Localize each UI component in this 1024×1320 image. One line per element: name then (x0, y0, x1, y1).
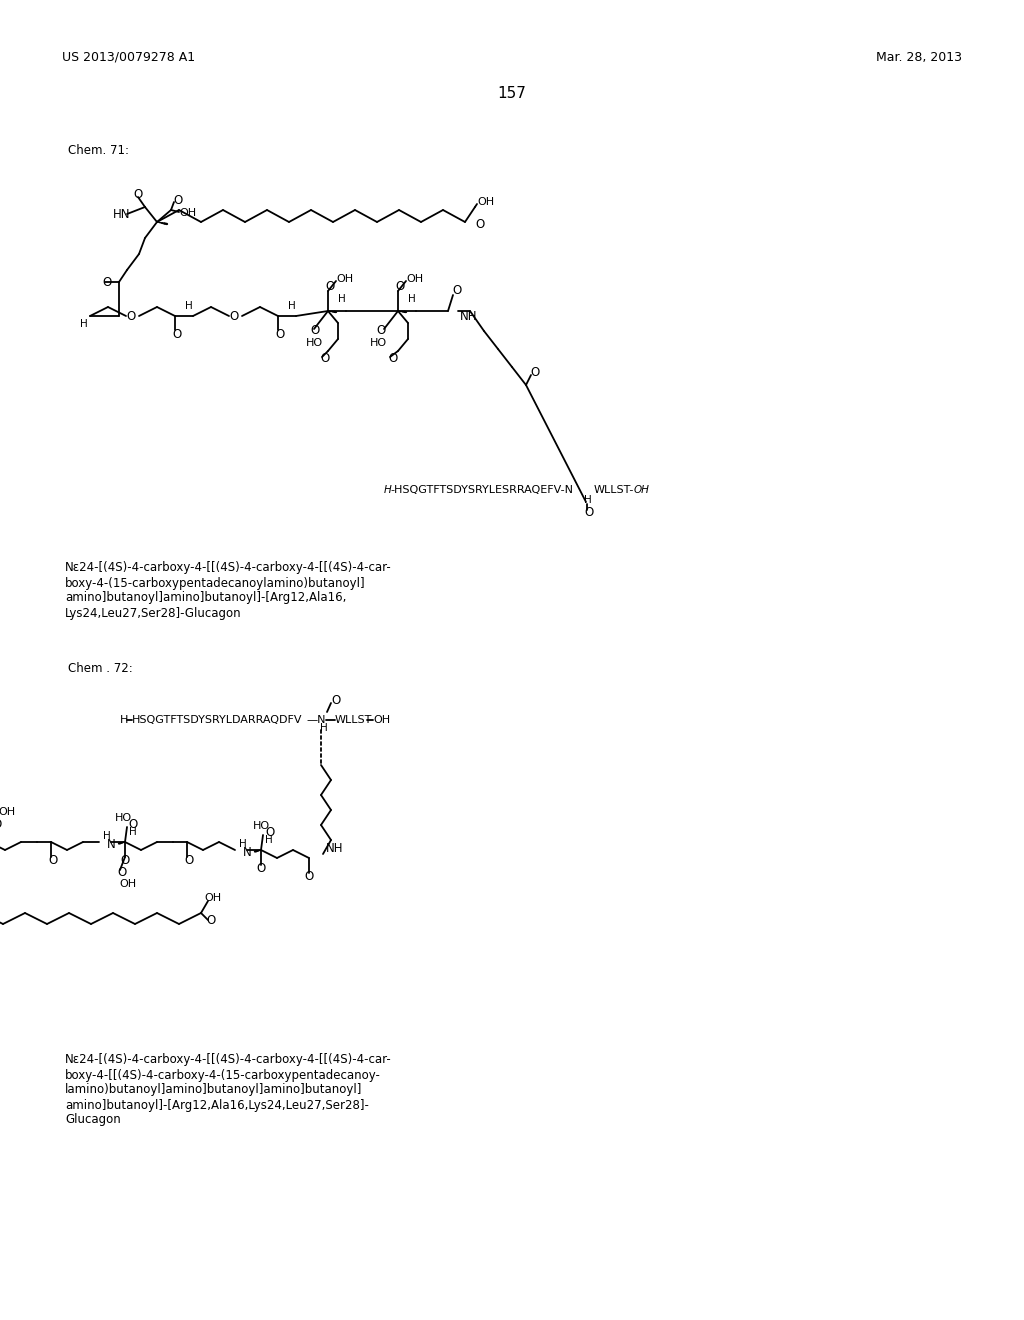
Text: US 2013/0079278 A1: US 2013/0079278 A1 (62, 50, 196, 63)
Text: boxy-4-[[(4S)-4-carboxy-4-(15-carboxypentadecanoy-: boxy-4-[[(4S)-4-carboxy-4-(15-carboxypen… (65, 1068, 381, 1081)
Text: HO: HO (253, 821, 270, 832)
Text: O: O (584, 506, 593, 519)
Text: O: O (376, 325, 385, 338)
Text: Lys24,Leu27,Ser28]-Glucagon: Lys24,Leu27,Ser28]-Glucagon (65, 606, 242, 619)
Text: 157: 157 (498, 86, 526, 100)
Text: HO: HO (306, 338, 324, 348)
Text: O: O (304, 870, 313, 883)
Text: amino]butanoyl]-[Arg12,Ala16,Lys24,Leu27,Ser28]-: amino]butanoyl]-[Arg12,Ala16,Lys24,Leu27… (65, 1098, 369, 1111)
Text: H: H (80, 319, 88, 329)
Text: Glucagon: Glucagon (65, 1114, 121, 1126)
Text: O: O (126, 309, 135, 322)
Text: H: H (288, 301, 296, 312)
Text: O: O (530, 367, 540, 380)
Text: H: H (265, 836, 272, 845)
Text: HSQGTFTSDYSRYLDARRAQDFV: HSQGTFTSDYSRYLDARRAQDFV (132, 715, 302, 725)
Text: Chem . 72:: Chem . 72: (68, 661, 133, 675)
Text: O: O (128, 817, 137, 830)
Text: OH: OH (204, 894, 221, 903)
Text: O: O (229, 309, 239, 322)
Text: H: H (319, 723, 328, 733)
Text: O: O (256, 862, 265, 874)
Text: H: H (584, 495, 592, 506)
Text: N: N (106, 837, 116, 850)
Text: O: O (133, 187, 142, 201)
Text: O: O (48, 854, 57, 866)
Text: amino]butanoyl]amino]butanoyl]-[Arg12,Ala16,: amino]butanoyl]amino]butanoyl]-[Arg12,Al… (65, 591, 346, 605)
Text: O: O (325, 281, 334, 293)
Text: O: O (319, 352, 330, 366)
Text: H: H (239, 840, 247, 849)
Text: O: O (117, 866, 126, 879)
Text: H: H (129, 828, 137, 837)
Text: -HSQGTFTSDYSRYLESRRAQEFV-N: -HSQGTFTSDYSRYLESRRAQEFV-N (390, 484, 573, 495)
Text: O: O (206, 915, 215, 928)
Text: HO: HO (370, 338, 387, 348)
Text: OH: OH (0, 807, 15, 817)
Text: H: H (185, 301, 193, 312)
Text: O: O (452, 285, 461, 297)
Text: O: O (102, 276, 112, 289)
Text: O: O (0, 817, 1, 830)
Text: WLLST: WLLST (335, 715, 373, 725)
Text: O: O (310, 325, 319, 338)
Text: O: O (265, 825, 274, 838)
Text: O: O (184, 854, 194, 866)
Text: H: H (103, 832, 111, 841)
Text: WLLST-: WLLST- (594, 484, 635, 495)
Text: OH: OH (373, 715, 390, 725)
Text: O: O (120, 854, 129, 866)
Text: O: O (172, 327, 181, 341)
Text: NH: NH (326, 842, 343, 854)
Text: OH: OH (119, 879, 136, 888)
Text: H: H (408, 294, 416, 304)
Text: OH: OH (336, 275, 353, 284)
Text: Mar. 28, 2013: Mar. 28, 2013 (876, 50, 962, 63)
Text: OH: OH (634, 484, 650, 495)
Text: HN: HN (113, 207, 130, 220)
Text: O: O (173, 194, 182, 206)
Text: HO: HO (115, 813, 132, 822)
Text: Chem. 71:: Chem. 71: (68, 144, 129, 157)
Text: H: H (120, 715, 128, 725)
Text: —N: —N (306, 715, 326, 725)
Text: H: H (338, 294, 346, 304)
Text: O: O (331, 693, 340, 706)
Text: OH: OH (477, 197, 495, 207)
Text: OH: OH (179, 209, 197, 218)
Text: Nε24-[(4S)-4-carboxy-4-[[(4S)-4-carboxy-4-[[(4S)-4-car-: Nε24-[(4S)-4-carboxy-4-[[(4S)-4-carboxy-… (65, 1053, 392, 1067)
Text: H: H (384, 484, 392, 495)
Text: O: O (275, 327, 285, 341)
Text: O: O (395, 281, 404, 293)
Text: lamino)butanoyl]amino]butanoyl]amino]butanoyl]: lamino)butanoyl]amino]butanoyl]amino]but… (65, 1084, 362, 1097)
Text: N: N (243, 846, 252, 858)
Text: NH: NH (460, 309, 477, 322)
Text: O: O (388, 352, 397, 366)
Text: OH: OH (406, 275, 423, 284)
Text: O: O (475, 219, 484, 231)
Text: Nε24-[(4S)-4-carboxy-4-[[(4S)-4-carboxy-4-[[(4S)-4-car-: Nε24-[(4S)-4-carboxy-4-[[(4S)-4-carboxy-… (65, 561, 392, 574)
Text: boxy-4-(15-carboxypentadecanoylamino)butanoyl]: boxy-4-(15-carboxypentadecanoylamino)but… (65, 577, 366, 590)
